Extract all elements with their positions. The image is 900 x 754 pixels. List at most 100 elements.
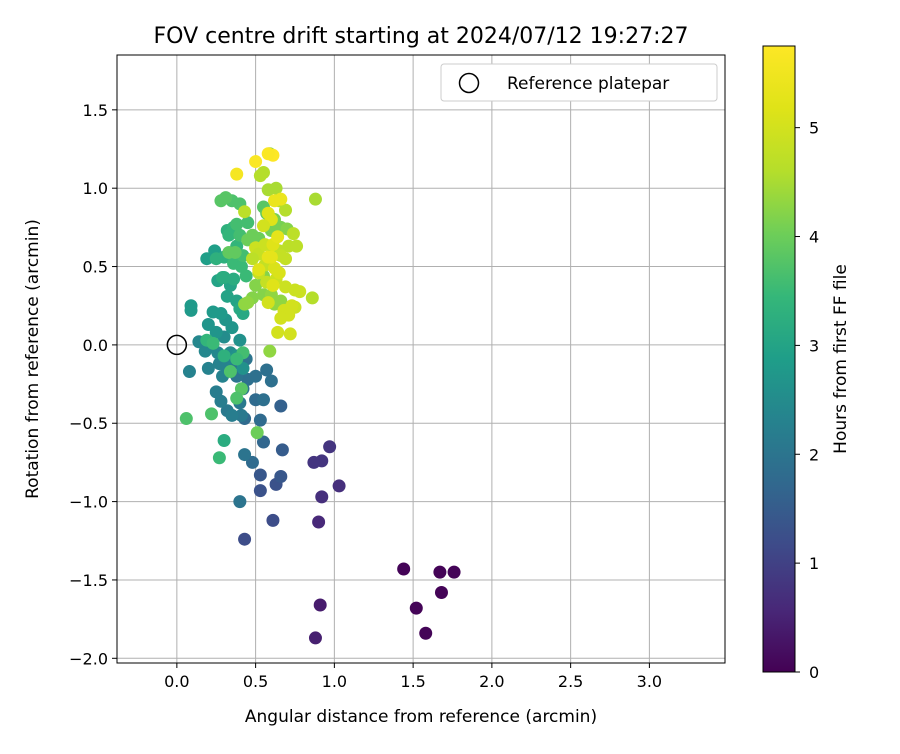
data-point: [179, 412, 193, 426]
data-point: [305, 291, 319, 305]
data-point: [434, 585, 448, 599]
data-point: [274, 311, 288, 325]
x-tick-label: 1.5: [400, 672, 425, 691]
y-tick-label: −0.5: [69, 414, 108, 433]
data-point: [230, 167, 244, 181]
data-point: [201, 361, 215, 375]
data-point: [245, 252, 259, 266]
data-point: [250, 426, 264, 440]
legend-box: [440, 63, 718, 102]
x-axis-label: Angular distance from reference (arcmin): [245, 707, 597, 727]
data-point: [252, 263, 266, 277]
x-axis: 0.0 0.5 1.0 1.5 2.0 2.5 3.0: [164, 663, 662, 691]
data-points: [179, 147, 461, 645]
legend-marker: [458, 72, 480, 94]
data-point: [271, 325, 285, 339]
data-point: [234, 408, 248, 422]
y-tick-label: 1.5: [83, 101, 108, 120]
data-point: [293, 285, 307, 299]
data-point: [409, 601, 423, 615]
data-point: [230, 352, 244, 366]
data-point: [212, 451, 226, 465]
data-point: [214, 307, 228, 321]
x-tick-label: 0.0: [164, 672, 189, 691]
colorbar-tick-label: 5: [809, 119, 819, 138]
colorbar-tick-label: 1: [809, 554, 819, 573]
data-point: [274, 470, 288, 484]
data-point: [261, 296, 275, 310]
data-point: [227, 272, 241, 286]
data-point: [261, 183, 275, 197]
colorbar-tick-label: 0: [809, 663, 819, 682]
x-tick-label: 0.5: [243, 672, 268, 691]
data-point: [209, 252, 223, 266]
colorbar-tick-label: 4: [809, 228, 819, 247]
x-tick-label: 2.5: [558, 672, 583, 691]
data-point: [308, 192, 322, 206]
colorbar-label: Hours from first FF file: [831, 264, 851, 454]
data-point: [274, 399, 288, 413]
colorbar-tick-label: 3: [809, 336, 819, 355]
data-point: [256, 393, 270, 407]
data-point: [238, 448, 252, 462]
data-point: [225, 408, 239, 422]
x-tick-label: 2.0: [479, 672, 504, 691]
data-point: [323, 440, 337, 454]
data-point: [256, 435, 270, 449]
colorbar: 0 1 2 3 4 5 Hours from first FF file: [762, 45, 851, 682]
colorbar-tick-label: 2: [809, 445, 819, 464]
data-point: [219, 191, 233, 205]
data-point: [200, 252, 214, 266]
data-point: [205, 407, 219, 421]
data-point: [283, 327, 297, 341]
data-point: [206, 336, 220, 350]
data-point: [271, 230, 285, 244]
data-point: [260, 363, 274, 377]
data-point: [209, 385, 223, 399]
data-point: [253, 413, 267, 427]
data-point: [279, 252, 293, 266]
grid-lines: [117, 55, 725, 663]
data-point: [315, 490, 329, 504]
data-point: [245, 455, 259, 469]
data-point: [261, 147, 275, 161]
y-axis: −2.0 −1.5 −1.0 −0.5 0.0 0.5 1.0 1.5: [69, 101, 117, 668]
y-tick-label: 1.0: [83, 179, 108, 198]
legend: Reference platepar: [440, 63, 718, 102]
data-point: [233, 495, 247, 509]
colorbar-ticks: 0 1 2 3 4 5: [795, 119, 819, 682]
data-point: [266, 513, 280, 527]
data-point: [222, 228, 236, 242]
data-point: [209, 325, 223, 339]
plot-frame: [116, 54, 726, 664]
x-tick-label: 1.0: [322, 672, 347, 691]
data-point: [256, 219, 270, 233]
data-point: [249, 155, 263, 169]
y-tick-label: −1.5: [69, 571, 108, 590]
data-point: [286, 227, 300, 241]
chart-title: FOV centre drift starting at 2024/07/12 …: [154, 24, 689, 49]
data-point: [238, 205, 252, 219]
legend-entry-reference-platepar: Reference platepar: [507, 74, 669, 94]
data-point: [312, 515, 326, 529]
data-point: [241, 216, 255, 230]
data-point: [307, 455, 321, 469]
data-point: [253, 484, 267, 498]
data-point: [217, 349, 231, 363]
colorbar-gradient: [762, 45, 796, 673]
data-point: [238, 532, 252, 546]
data-point: [228, 245, 242, 259]
reference-point: [166, 334, 188, 356]
y-tick-label: 0.5: [83, 258, 108, 277]
x-tick-label: 3.0: [637, 672, 662, 691]
data-point: [201, 318, 215, 332]
data-point: [184, 303, 198, 317]
data-point: [230, 217, 244, 231]
data-point: [274, 192, 288, 206]
data-point: [230, 391, 244, 405]
data-point: [275, 443, 289, 457]
y-tick-label: 0.0: [83, 336, 108, 355]
data-point: [264, 250, 278, 264]
data-point: [266, 278, 280, 292]
data-point: [447, 565, 461, 579]
